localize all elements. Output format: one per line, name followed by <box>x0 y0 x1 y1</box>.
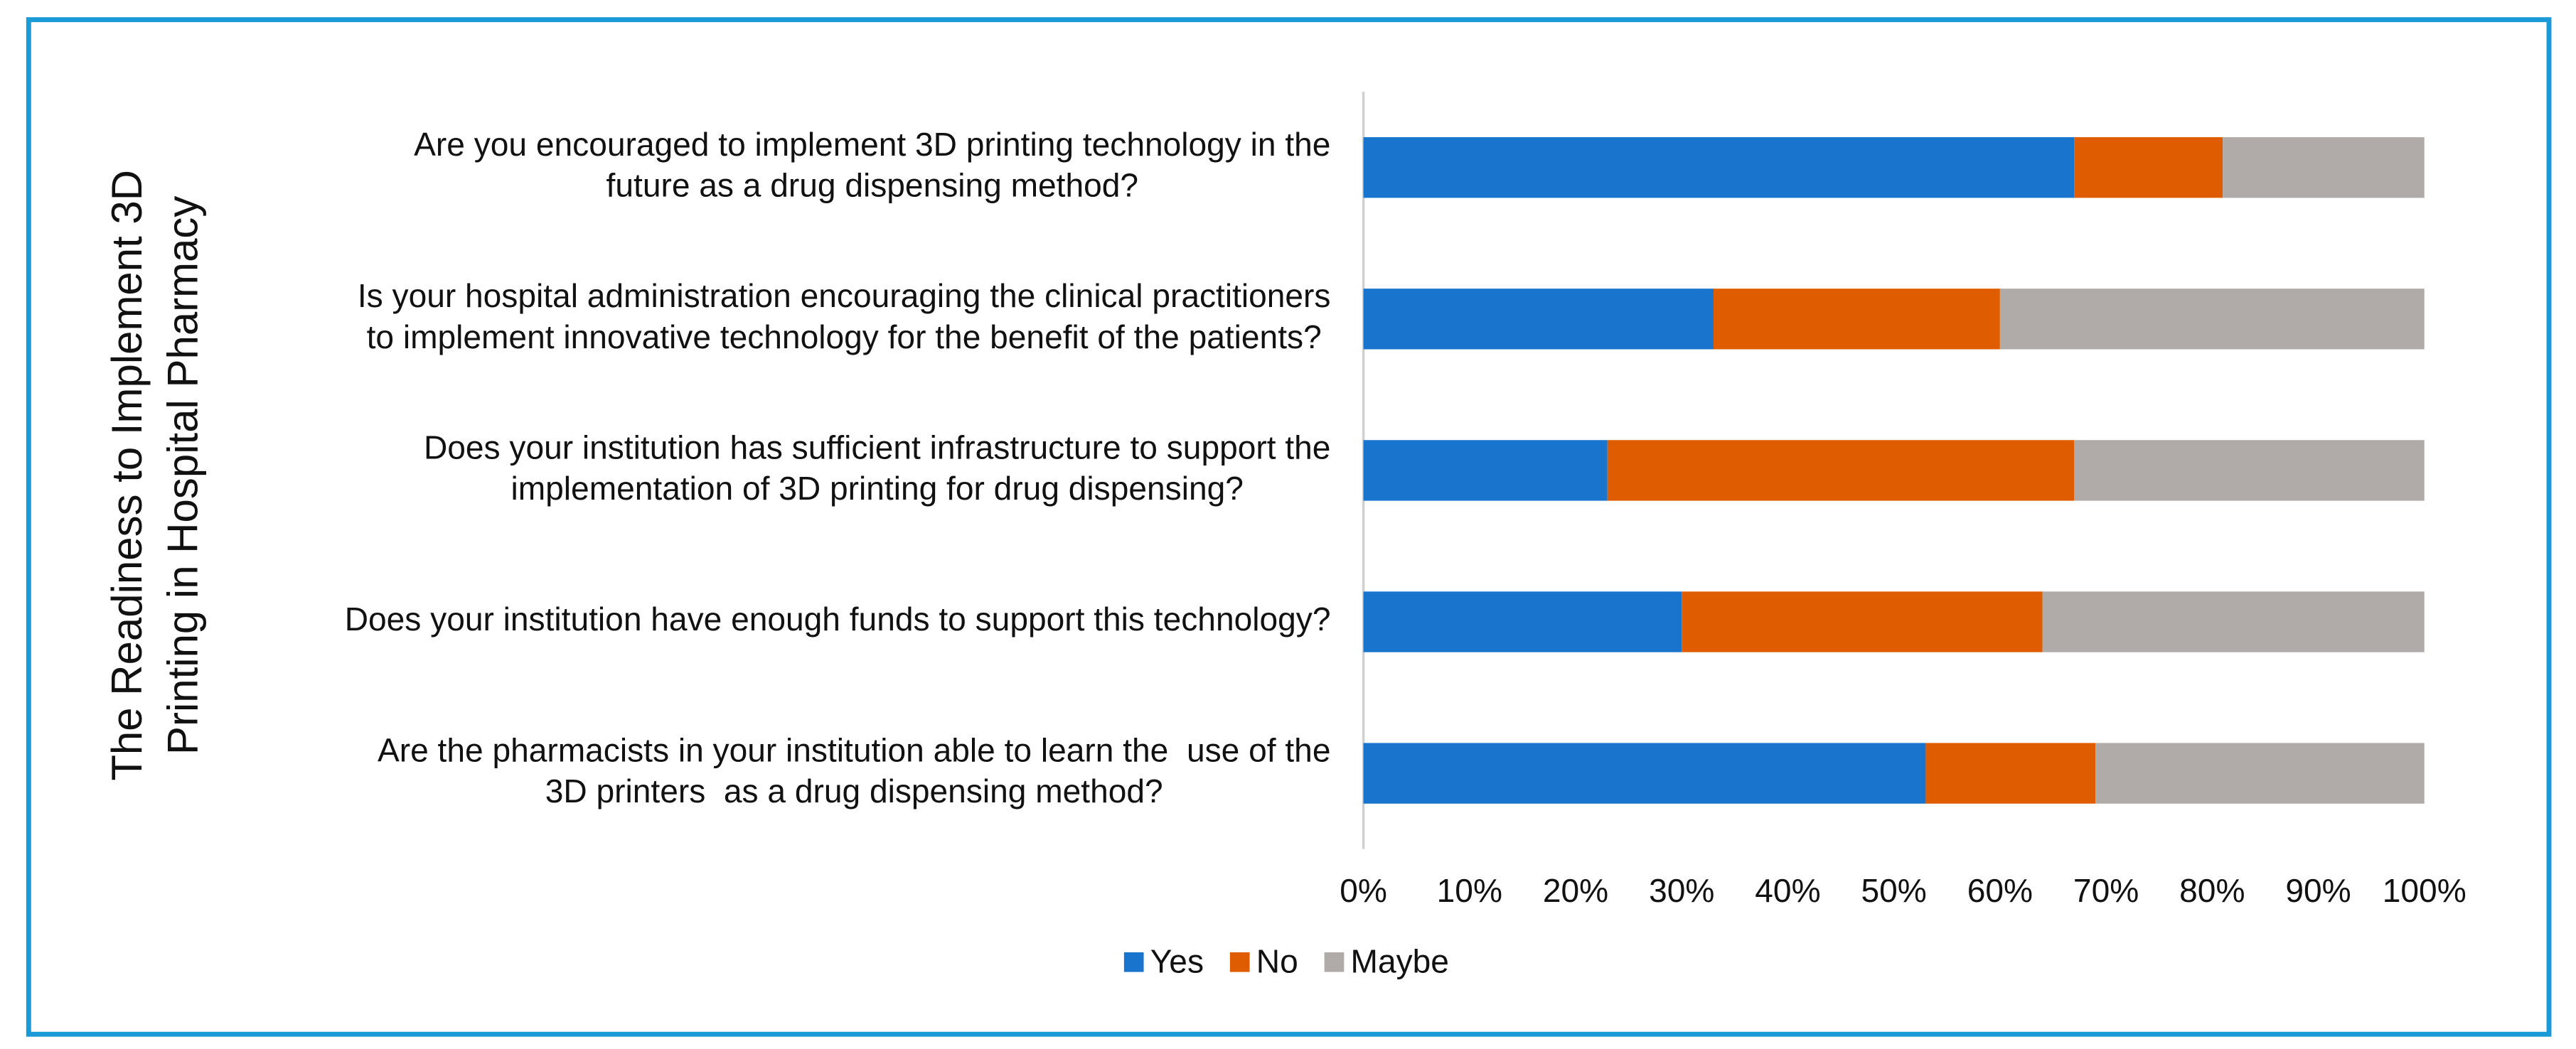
category-label: Are you encouraged to implement 3D print… <box>414 126 1330 163</box>
x-tick-label: 80% <box>2179 872 2245 909</box>
x-tick-label: 10% <box>1437 872 1502 909</box>
legend-swatch <box>1324 952 1345 972</box>
bar-segment <box>2042 591 2425 652</box>
x-tick-label: 30% <box>1649 872 1714 909</box>
x-tick-label: 90% <box>2285 872 2351 909</box>
bar-segment <box>2074 137 2223 198</box>
y-axis-title: The Readiness to Implement 3D <box>103 170 151 781</box>
bar-segment <box>1925 743 2096 804</box>
bar-segment <box>1363 440 1608 501</box>
category-label: to implement innovative technology for t… <box>367 318 1322 355</box>
legend-label: No <box>1256 942 1298 979</box>
bar-segment <box>1363 289 1714 350</box>
legend-swatch <box>1123 952 1144 972</box>
x-tick-label: 100% <box>2383 872 2467 909</box>
x-tick-label: 40% <box>1755 872 1820 909</box>
bar-segment <box>1999 289 2425 350</box>
x-tick-label: 20% <box>1543 872 1608 909</box>
bar-segment <box>2095 743 2425 804</box>
bar-segment <box>1363 591 1682 652</box>
x-tick-label: 50% <box>1861 872 1927 909</box>
x-tick-label: 70% <box>2073 872 2139 909</box>
category-label: Is your hospital administration encourag… <box>358 277 1331 314</box>
bar-segment <box>1607 440 2075 501</box>
category-label: Are the pharmacists in your institution … <box>378 731 1330 768</box>
bar-segment <box>2223 137 2425 198</box>
bar-segment <box>2074 440 2425 501</box>
bar-segment <box>1682 591 2043 652</box>
bar-segment <box>1363 137 2075 198</box>
x-tick-label: 0% <box>1340 872 1387 909</box>
category-label: Does your institution has sufficient inf… <box>424 429 1331 466</box>
legend-label: Yes <box>1150 942 1204 979</box>
legend-label: Maybe <box>1351 942 1449 979</box>
bar-segment <box>1363 743 1926 804</box>
x-tick-label: 60% <box>1967 872 2033 909</box>
bar-segment <box>1713 289 2000 350</box>
category-label: 3D printers as a drug dispensing method? <box>545 773 1163 809</box>
legend-swatch <box>1229 952 1250 972</box>
y-axis-title: Printing in Hospital Pharmacy <box>159 196 207 755</box>
category-label: future as a drug dispensing method? <box>606 167 1138 204</box>
category-label: Does your institution have enough funds … <box>345 601 1331 638</box>
category-label: implementation of 3D printing for drug d… <box>511 470 1244 507</box>
